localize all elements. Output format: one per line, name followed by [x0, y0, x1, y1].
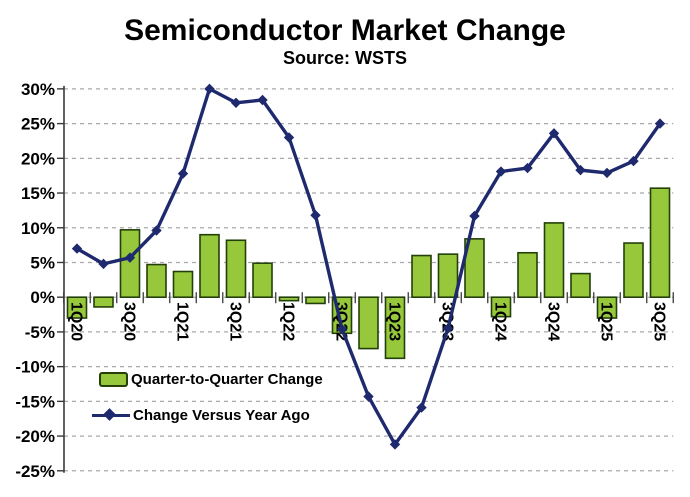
yoy-marker-2q25: [628, 155, 639, 167]
bar-2q25: [623, 242, 644, 299]
y-axis-label: -5%: [25, 323, 55, 342]
bar-4q20: [146, 263, 167, 299]
x-axis-label-3q20: 3Q20: [121, 302, 138, 341]
y-axis-label: -10%: [15, 358, 55, 377]
yoy-marker-3q22: [336, 323, 348, 335]
yoy-marker-1q23: [389, 439, 401, 450]
bar-1q22: [278, 296, 300, 302]
bar-4q21: [252, 262, 273, 299]
bar-4q22: [358, 296, 379, 350]
bar-1q24: [490, 296, 512, 318]
y-axis-label: -20%: [15, 427, 55, 446]
yoy-marker-3q24: [548, 128, 560, 139]
yoy-marker-1q25: [601, 167, 613, 179]
yoy-marker-4q20: [151, 225, 162, 236]
yoy-marker-4q24: [575, 164, 586, 176]
x-axis-label-1q22: 1Q22: [280, 302, 297, 341]
chart-title: Semiconductor Market Change: [124, 14, 566, 47]
y-axis-label: -25%: [15, 462, 55, 481]
yoy-marker-3q25: [654, 118, 666, 129]
yoy-marker-3q21: [230, 97, 242, 108]
yoy-marker-2q22: [310, 210, 321, 221]
y-axis-label: 25%: [21, 115, 55, 134]
bar-2q22: [305, 296, 326, 305]
yoy-marker-1q20: [71, 243, 83, 254]
x-axis-label-3q25: 3Q25: [651, 302, 668, 341]
bar-series-swatch-icon: [99, 372, 128, 387]
chart-subtitle: Source: WSTS: [282, 48, 407, 68]
legend-label-yoy: Change Versus Year Ago: [133, 407, 310, 424]
yoy-marker-1q24: [495, 166, 507, 177]
bar-2q21: [199, 233, 220, 298]
bar-1q23: [384, 296, 406, 360]
bar-2q23: [411, 254, 432, 298]
yoy-marker-3q20: [124, 252, 136, 263]
bar-3q21: [225, 239, 247, 299]
x-axis-label-3q21: 3Q21: [227, 302, 244, 341]
legend-label-qoq: Quarter-to-Quarter Change: [131, 371, 323, 388]
yoy-marker-2q21: [204, 83, 215, 95]
bar-3q25: [649, 187, 671, 298]
bar-1q20: [66, 296, 88, 319]
bar-3q20: [119, 229, 141, 298]
y-axis-label: 0%: [30, 288, 55, 307]
y-axis-label: 10%: [21, 219, 55, 238]
x-axis-label-1q25: 1Q25: [598, 302, 615, 341]
x-axis-label-1q23: 1Q23: [386, 302, 403, 341]
y-axis-label: -15%: [15, 392, 55, 411]
bar-2q20: [93, 296, 114, 308]
x-axis-label-3q24: 3Q24: [545, 302, 562, 341]
bar-1q21: [172, 270, 194, 299]
yoy-marker-4q21: [257, 94, 268, 106]
legend-item-qoq: Quarter-to-Quarter Change: [99, 371, 323, 388]
bar-4q24: [570, 272, 591, 298]
legend-item-yoy: Change Versus Year Ago: [92, 407, 310, 424]
bar-3q24: [543, 222, 565, 298]
yoy-marker-2q24: [522, 162, 533, 174]
yoy-marker-4q23: [469, 210, 480, 222]
y-axis-label: 20%: [21, 149, 55, 168]
yoy-marker-1q22: [283, 132, 295, 143]
bar-2q24: [517, 251, 538, 299]
bar-4q23: [464, 238, 485, 299]
yoy-marker-2q20: [98, 258, 109, 270]
y-axis-label: 15%: [21, 184, 55, 203]
bar-1q25: [596, 296, 618, 319]
yoy-marker-4q22: [363, 391, 374, 402]
x-axis-label-1q24: 1Q24: [492, 302, 509, 341]
x-axis-label-1q20: 1Q20: [68, 302, 85, 341]
yoy-marker-3q23: [442, 323, 454, 334]
y-axis-label: 30%: [21, 80, 55, 99]
y-axis-label: 5%: [30, 253, 55, 272]
yoy-marker-2q23: [416, 402, 427, 413]
yoy-marker-1q21: [177, 168, 189, 179]
x-axis-label-1q21: 1Q21: [174, 302, 191, 341]
bar-3q23: [437, 253, 459, 299]
line-series-marker-icon: [92, 407, 130, 423]
